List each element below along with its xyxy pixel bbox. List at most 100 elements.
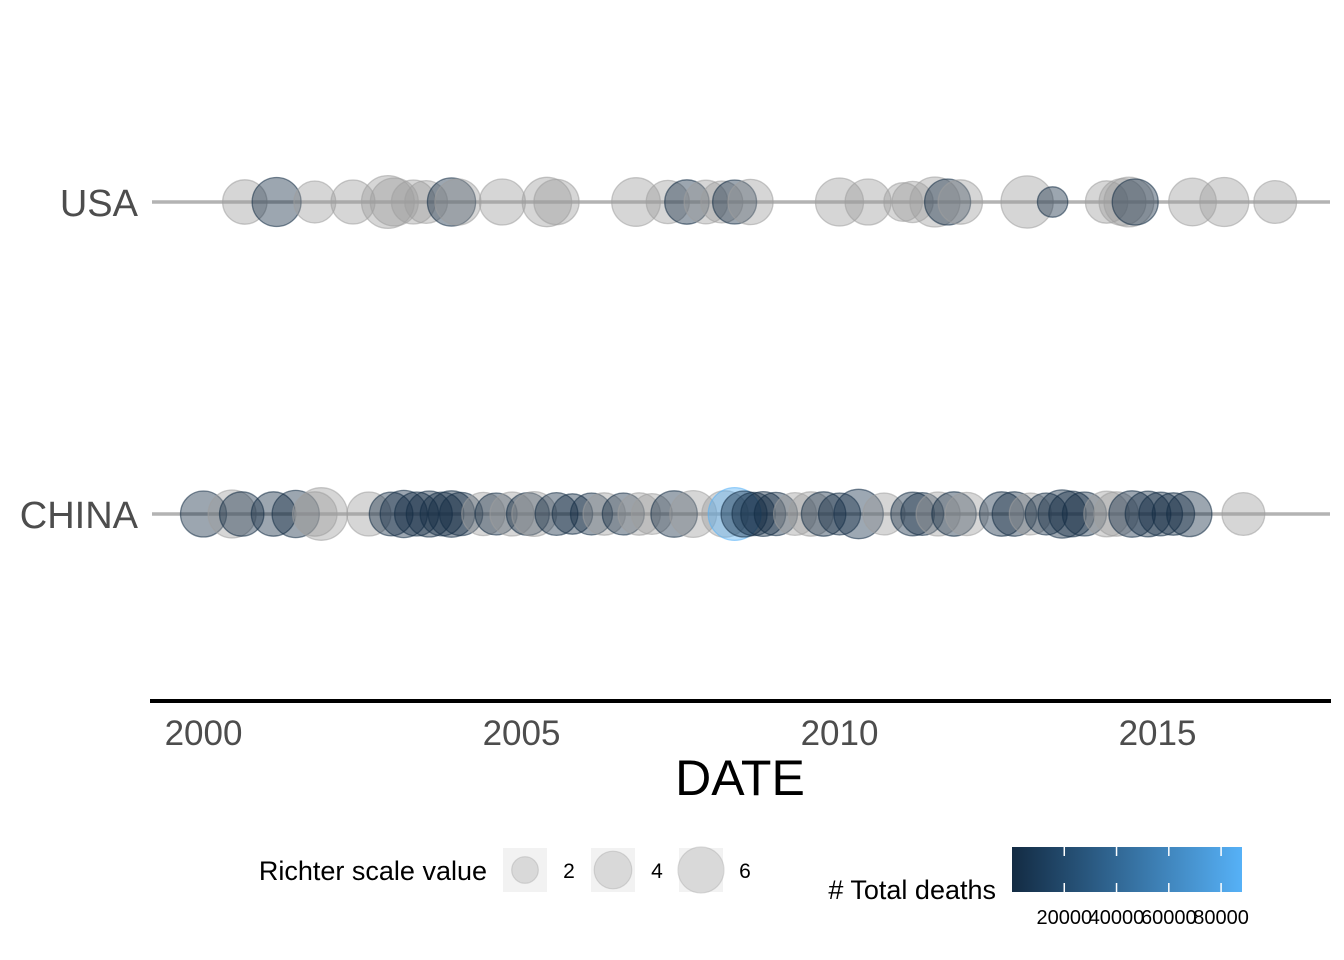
size-legend-keys: 2 4 6	[503, 846, 751, 894]
point-usa	[1253, 179, 1298, 225]
point-china	[294, 487, 349, 541]
point-usa	[909, 176, 961, 228]
size-legend-key-label: 4	[651, 860, 663, 883]
point-china	[551, 493, 594, 535]
point-china	[900, 491, 945, 537]
point-china	[250, 491, 297, 537]
point-usa	[1111, 178, 1159, 226]
point-usa	[611, 177, 661, 227]
point-usa	[1098, 177, 1147, 227]
point-china	[833, 488, 884, 540]
color-legend-tick-label: 60000	[1141, 907, 1197, 929]
point-usa	[1199, 176, 1250, 228]
point-china	[1083, 490, 1131, 538]
point-usa	[814, 177, 865, 227]
size-legend-key-bg	[591, 848, 635, 892]
point-usa	[404, 179, 449, 225]
point-china	[915, 491, 961, 537]
color-legend-tick-label: 20000	[1036, 907, 1092, 929]
point-china	[862, 492, 906, 536]
point-china	[179, 490, 228, 538]
point-china	[405, 490, 453, 538]
point-usa	[521, 176, 573, 228]
point-china	[569, 492, 614, 536]
plot-panel	[152, 174, 1330, 542]
point-usa	[883, 182, 924, 222]
point-china	[617, 492, 662, 536]
x-tick-label: 2010	[801, 714, 879, 753]
size-legend-title: Richter scale value	[259, 856, 487, 886]
point-china	[800, 491, 847, 537]
point-usa	[923, 178, 972, 226]
point-china	[461, 491, 506, 537]
category-label-usa: USA	[60, 183, 139, 225]
x-tick-label: 2015	[1119, 714, 1197, 753]
point-china	[271, 489, 320, 539]
point-usa	[664, 179, 710, 225]
point-china	[720, 490, 768, 538]
point-usa	[891, 180, 934, 224]
point-china	[731, 491, 776, 537]
point-usa	[1036, 186, 1069, 218]
point-usa	[700, 180, 744, 224]
point-china	[931, 491, 977, 537]
point-china	[1166, 490, 1213, 538]
point-china	[1151, 492, 1196, 536]
point-china	[701, 490, 749, 538]
point-china	[1108, 490, 1156, 538]
color-legend-tick-label: 80000	[1193, 907, 1249, 929]
point-china	[650, 490, 698, 538]
color-legend-colorbar	[1012, 847, 1242, 892]
point-china	[890, 491, 936, 537]
category-label-china: CHINA	[20, 495, 139, 537]
point-china	[1124, 490, 1172, 538]
point-usa	[478, 178, 527, 226]
x-axis-ticks: 2000 2005 2010 2015	[165, 714, 1197, 753]
color-legend-title: # Total deaths	[828, 875, 996, 905]
point-usa	[1168, 177, 1217, 227]
point-china	[630, 492, 673, 536]
point-usa	[251, 176, 302, 228]
point-china	[534, 491, 579, 537]
point-china	[207, 489, 257, 539]
point-usa	[937, 179, 984, 225]
point-usa	[434, 178, 482, 226]
point-china	[740, 490, 787, 538]
x-axis-title: DATE	[675, 750, 805, 806]
point-usa	[369, 177, 419, 227]
points-layer	[179, 174, 1298, 542]
point-china	[1221, 491, 1266, 537]
size-legend-key-label: 6	[739, 860, 751, 883]
point-china	[772, 491, 818, 537]
point-usa	[645, 179, 691, 225]
point-china	[368, 491, 414, 537]
point-china	[753, 491, 799, 537]
point-china	[1138, 491, 1184, 537]
point-usa	[844, 178, 892, 226]
point-china	[817, 492, 862, 536]
size-legend-key-circle	[677, 846, 725, 894]
point-usa	[293, 180, 337, 224]
size-legend-key-bg	[503, 848, 547, 892]
point-china	[511, 490, 558, 538]
point-china	[474, 492, 518, 536]
point-usa	[426, 177, 477, 227]
point-china	[582, 492, 627, 536]
size-legend-key-bg	[679, 848, 723, 892]
color-legend-tick-label: 40000	[1089, 907, 1145, 929]
size-legend-key-label: 2	[563, 860, 575, 883]
point-usa	[1000, 175, 1054, 229]
x-tick-label: 2005	[483, 714, 561, 753]
point-china	[991, 491, 1038, 537]
point-usa	[221, 179, 268, 225]
point-china	[707, 486, 762, 542]
point-usa	[1084, 180, 1129, 224]
point-usa	[533, 178, 580, 226]
point-china	[291, 491, 338, 537]
size-legend-key-circle	[593, 850, 633, 890]
point-china	[393, 491, 440, 537]
point-china	[944, 491, 989, 537]
size-legend-key-circle	[511, 856, 539, 884]
